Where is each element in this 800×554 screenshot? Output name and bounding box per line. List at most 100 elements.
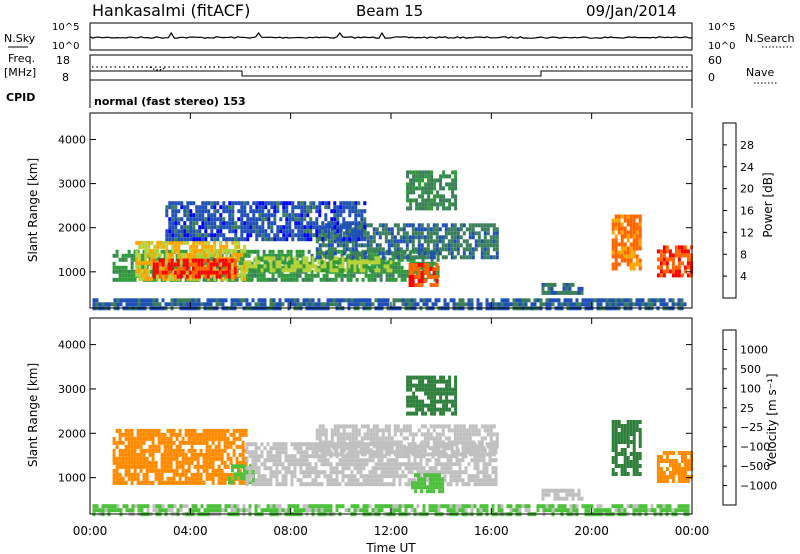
heatmap-cell: [181, 464, 185, 469]
heatmap-cell: [435, 452, 439, 457]
heatmap-cell: [285, 229, 289, 234]
heatmap-cell: [302, 474, 306, 479]
heatmap-cell: [92, 298, 96, 303]
y-tick-label: 1000: [58, 266, 86, 279]
heatmap-cell: [329, 470, 333, 475]
heatmap-cell: [397, 261, 401, 266]
heatmap-cell: [376, 273, 380, 278]
heatmap-cell: [322, 273, 326, 278]
heatmap-cell: [175, 452, 179, 457]
heatmap-cell: [421, 190, 425, 195]
heatmap-cell: [124, 257, 128, 262]
heatmap-cell: [225, 209, 229, 214]
heatmap-cell: [635, 468, 639, 472]
heatmap-cell: [638, 226, 642, 231]
heatmap-cell: [459, 424, 463, 429]
heatmap-cell: [617, 440, 621, 444]
heatmap-cell: [169, 476, 173, 481]
heatmap-cell: [683, 269, 687, 274]
heatmap-cell: [404, 466, 408, 471]
heatmap-cell: [157, 440, 161, 445]
heatmap-cell: [423, 444, 427, 449]
heatmap-cell: [342, 217, 346, 222]
heatmap-cell: [269, 268, 273, 273]
heatmap-cell: [144, 252, 148, 257]
heatmap-cell: [407, 458, 411, 463]
heatmap-cell: [283, 257, 287, 262]
heatmap-cell: [115, 480, 119, 485]
heatmap-cell: [626, 460, 630, 464]
heatmap-cell: [142, 253, 146, 258]
heatmap-cell: [599, 298, 603, 303]
heatmap-cell: [427, 182, 431, 187]
heatmap-cell: [363, 448, 367, 453]
heatmap-cell: [272, 256, 276, 261]
heatmap-cell: [269, 466, 273, 471]
heatmap-cell: [240, 201, 244, 206]
heatmap-cell: [243, 213, 247, 218]
heatmap-cell: [671, 471, 675, 475]
heatmap-cell: [629, 246, 633, 251]
heatmap-cell: [485, 298, 489, 303]
heatmap-cell: [468, 255, 472, 260]
heatmap-cell: [118, 436, 122, 441]
heatmap-cell: [252, 213, 256, 218]
heatmap-cell: [330, 251, 334, 256]
heatmap-cell: [447, 243, 451, 248]
heatmap-cell: [418, 178, 422, 183]
heatmap-cell: [623, 464, 627, 468]
heatmap-cell: [420, 227, 424, 232]
heatmap-cell: [414, 231, 418, 236]
heatmap-cell: [176, 266, 180, 271]
heatmap-cell: [266, 264, 270, 269]
heatmap-cell: [473, 474, 477, 479]
heatmap-cell: [554, 298, 558, 303]
heatmap-cell: [237, 244, 241, 249]
heatmap-cell: [423, 247, 427, 252]
heatmap-cell: [207, 244, 211, 249]
heatmap-cell: [142, 265, 146, 270]
heatmap-cell: [390, 231, 394, 236]
heatmap-cell: [623, 460, 627, 464]
heatmap-cell: [398, 466, 402, 471]
heatmap-cell: [137, 298, 141, 303]
heatmap-cell: [461, 458, 465, 463]
heatmap-cell: [459, 243, 463, 248]
heatmap-cell: [617, 222, 621, 227]
heatmap-cell: [322, 277, 326, 282]
heatmap-cell: [211, 452, 215, 457]
heatmap-cell: [134, 298, 138, 303]
heatmap-cell: [356, 478, 360, 483]
heatmap-cell: [256, 253, 260, 258]
heatmap-cell: [267, 233, 271, 238]
heatmap-cell: [686, 249, 690, 254]
heatmap-cell: [320, 462, 324, 467]
heatmap-cell: [173, 270, 177, 275]
heatmap-cell: [392, 470, 396, 475]
heatmap-cell: [138, 244, 142, 249]
heatmap-cell: [197, 302, 201, 307]
heatmap-cell: [383, 474, 387, 479]
heatmap-cell: [345, 231, 349, 236]
heatmap-cell: [185, 274, 189, 279]
heatmap-cell: [444, 255, 448, 260]
heatmap-cell: [406, 269, 410, 274]
heatmap-cell: [158, 270, 162, 275]
heatmap-cell: [255, 221, 259, 226]
heatmap-cell: [317, 470, 321, 475]
heatmap-cell: [350, 482, 354, 487]
heatmap-cell: [333, 235, 337, 240]
heatmap-cell: [473, 458, 477, 463]
heatmap-cell: [373, 249, 377, 254]
heatmap-cell: [495, 251, 499, 256]
heatmap-cell: [189, 276, 193, 281]
heatmap-cell: [449, 482, 453, 487]
heatmap-cell: [614, 432, 618, 436]
heatmap-cell: [626, 234, 630, 239]
y-tick-label: 3000: [58, 178, 86, 191]
heatmap-cell: [263, 302, 267, 307]
noise-left-label: N.Sky: [4, 32, 36, 45]
heatmap-cell: [680, 249, 684, 254]
heatmap-cell: [147, 248, 151, 253]
heatmap-cell: [348, 424, 352, 429]
